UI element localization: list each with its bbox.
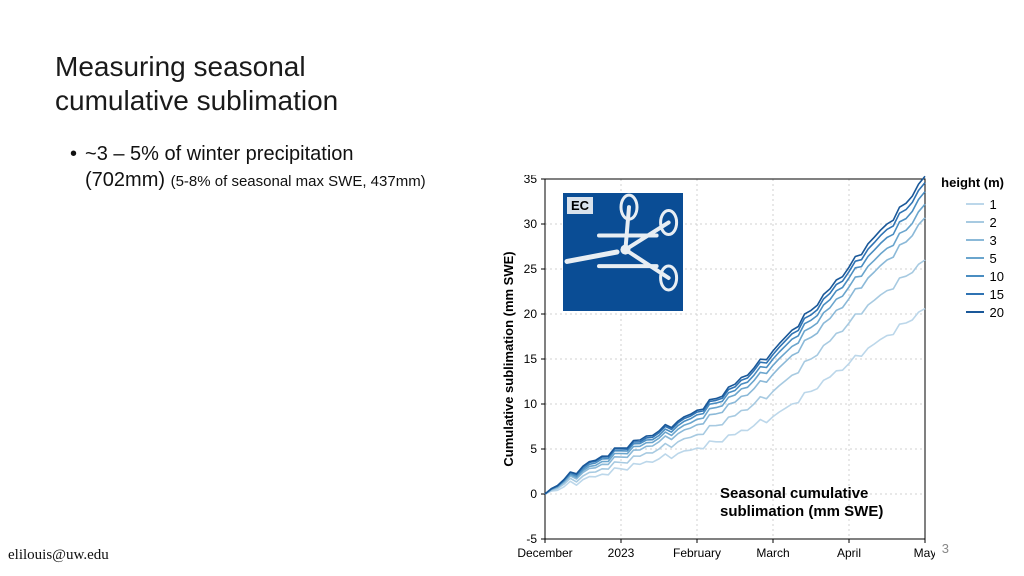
svg-text:20: 20 bbox=[524, 307, 538, 321]
svg-text:0: 0 bbox=[530, 487, 537, 501]
svg-text:10: 10 bbox=[524, 397, 538, 411]
svg-text:15: 15 bbox=[524, 352, 538, 366]
svg-text:February: February bbox=[673, 546, 721, 560]
legend-label: 15 bbox=[990, 287, 1004, 302]
legend-item: 15 bbox=[966, 285, 1004, 303]
legend-swatch bbox=[966, 311, 984, 313]
svg-text:2023: 2023 bbox=[608, 546, 635, 560]
legend-title: height (m) bbox=[941, 175, 1004, 190]
legend-swatch bbox=[966, 257, 984, 259]
legend-label: 1 bbox=[990, 197, 997, 212]
slide-title: Measuring seasonal cumulative sublimatio… bbox=[55, 50, 338, 117]
legend-label: 10 bbox=[990, 269, 1004, 284]
legend-swatch bbox=[966, 239, 984, 241]
svg-text:25: 25 bbox=[524, 262, 538, 276]
caption-line-2: sublimation (mm SWE) bbox=[720, 503, 883, 520]
inset-photo: EC bbox=[563, 193, 683, 311]
bullet-block: • ~3 – 5% of winter precipitation (702mm… bbox=[70, 142, 430, 193]
caption-line-1: Seasonal cumulative bbox=[720, 485, 868, 502]
legend-label: 3 bbox=[990, 233, 997, 248]
legend-item: 20 bbox=[966, 303, 1004, 321]
svg-text:-5: -5 bbox=[526, 532, 537, 546]
inset-label: EC bbox=[567, 197, 593, 214]
legend-label: 2 bbox=[990, 215, 997, 230]
slide: Measuring seasonal cumulative sublimatio… bbox=[0, 0, 1024, 576]
legend-swatch bbox=[966, 203, 984, 205]
legend-swatch bbox=[966, 293, 984, 295]
svg-text:35: 35 bbox=[524, 175, 538, 186]
footer-email: elilouis@uw.edu bbox=[8, 547, 109, 564]
title-line-1: Measuring seasonal bbox=[55, 51, 306, 82]
bullet-dot: • bbox=[70, 142, 77, 193]
legend-item: 10 bbox=[966, 267, 1004, 285]
legend-item: 5 bbox=[966, 249, 1004, 267]
chart: height (m) 1235101520 -505101520253035De… bbox=[495, 175, 1010, 570]
legend-label: 20 bbox=[990, 305, 1004, 320]
legend-swatch bbox=[966, 275, 984, 277]
title-line-2: cumulative sublimation bbox=[55, 85, 338, 116]
legend-item: 3 bbox=[966, 231, 1004, 249]
svg-text:Cumulative sublimation (mm SWE: Cumulative sublimation (mm SWE) bbox=[501, 251, 516, 466]
svg-text:April: April bbox=[837, 546, 861, 560]
legend-item: 1 bbox=[966, 195, 1004, 213]
svg-text:December: December bbox=[517, 546, 572, 560]
legend-swatch bbox=[966, 221, 984, 223]
chart-caption: Seasonal cumulative sublimation (mm SWE) bbox=[720, 485, 883, 521]
bullet-1: • ~3 – 5% of winter precipitation (702mm… bbox=[70, 142, 430, 193]
legend: 1 2 3 5 10 15 20 bbox=[966, 195, 1004, 321]
svg-text:5: 5 bbox=[530, 442, 537, 456]
svg-text:30: 30 bbox=[524, 217, 538, 231]
legend-item: 2 bbox=[966, 213, 1004, 231]
svg-text:May: May bbox=[914, 546, 935, 560]
legend-label: 5 bbox=[990, 251, 997, 266]
bullet-text: ~3 – 5% of winter precipitation (702mm) … bbox=[85, 142, 430, 193]
svg-text:March: March bbox=[756, 546, 789, 560]
bullet-sub: (5-8% of seasonal max SWE, 437mm) bbox=[171, 173, 426, 190]
